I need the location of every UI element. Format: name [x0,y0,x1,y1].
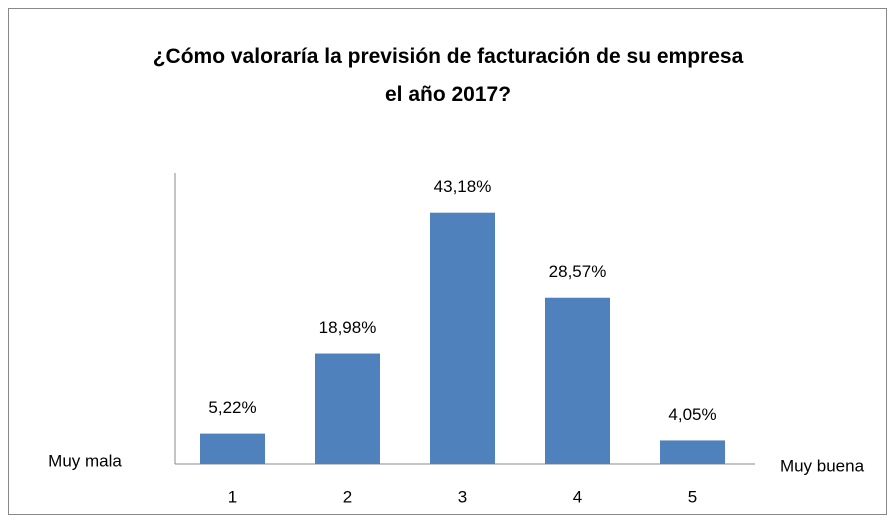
bar [660,440,725,464]
x-tick-label: 2 [343,487,352,506]
data-label: 4,05% [668,405,716,424]
x-tick-label: 1 [228,487,237,506]
x-tick-label: 4 [573,487,582,506]
bar [545,297,610,464]
annotation: Muy buena [780,456,865,475]
chart-title: ¿Cómo valoraría la previsión de facturac… [152,45,744,106]
x-tick-label: 3 [458,487,467,506]
data-label: 18,98% [319,318,377,337]
bar [315,353,380,464]
bar [200,433,265,464]
bar [430,212,495,464]
data-label: 5,22% [208,398,256,417]
data-label: 28,57% [549,262,607,281]
x-tick-label: 5 [688,487,697,506]
data-label: 43,18% [434,177,492,196]
annotation: Muy mala [48,451,122,470]
